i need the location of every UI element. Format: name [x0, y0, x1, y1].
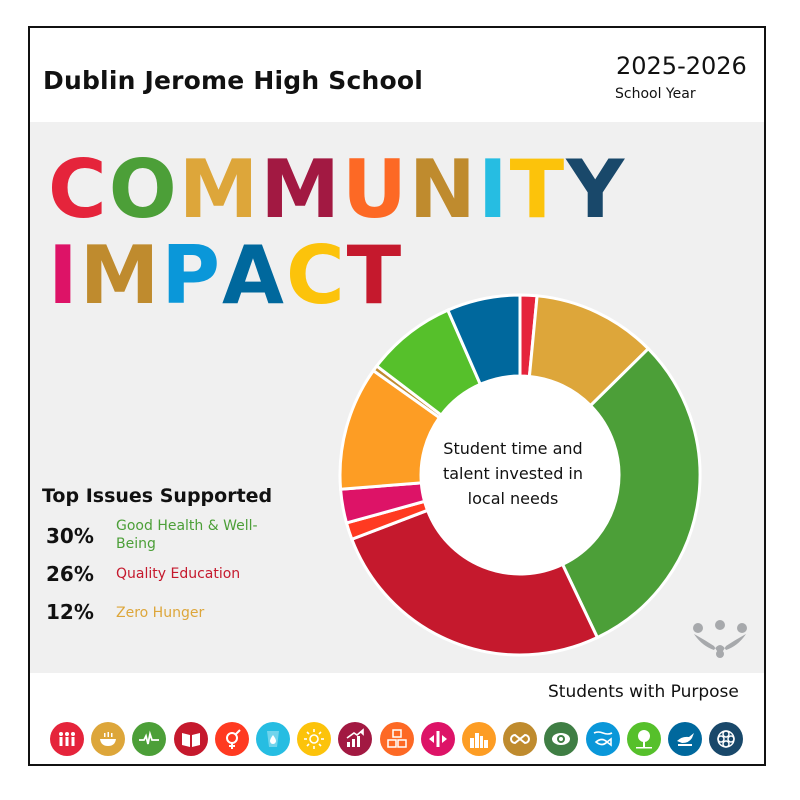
zero-hunger-icon [91, 722, 126, 756]
decent-work-icon [338, 722, 373, 756]
issue-name: Quality Education [116, 566, 241, 582]
school-year: 2025-2026 [616, 52, 747, 80]
title-letter: N [408, 143, 478, 236]
clean-energy-icon [297, 722, 332, 756]
title-letter: M [260, 143, 342, 236]
donut-hole [421, 376, 619, 574]
climate-action-icon [544, 722, 579, 756]
title-letter: P [161, 229, 223, 322]
title-letter: T [346, 229, 404, 322]
partnerships-icon [709, 722, 744, 756]
center-text-line: talent invested in [442, 464, 584, 483]
life-below-water-icon [585, 722, 620, 756]
issue-name: Zero Hunger [116, 605, 205, 621]
no-poverty-icon [50, 722, 84, 756]
school-name: Dublin Jerome High School [43, 66, 423, 95]
gender-equality-icon [214, 722, 249, 756]
title-letter: I [477, 143, 510, 236]
issue-name: Good Health & Well- Being [116, 517, 258, 553]
center-text-line: Student time and [443, 439, 583, 458]
good-health-icon [132, 722, 167, 756]
title-letter: I [48, 229, 80, 322]
title-impact: IMPACT [48, 236, 403, 316]
title-letter: O [108, 143, 179, 236]
reduced-inequalities-icon [420, 722, 455, 756]
donut-slice [560, 346, 702, 640]
sustainable-cities-icon [462, 722, 496, 756]
brand-name: Students with Purpose [548, 682, 739, 702]
title-community: COMMUNITY [48, 150, 626, 230]
title-letter: M [178, 143, 261, 236]
title-letter: C [48, 143, 109, 236]
quality-education-icon [173, 722, 208, 756]
responsible-consumption-icon [503, 722, 538, 756]
issue-percent: 12% [46, 600, 94, 624]
title-letter: U [341, 143, 409, 236]
issue-name-line: Good Health & Well- [116, 518, 258, 534]
donut-slice [445, 293, 522, 387]
center-text-line: local needs [467, 489, 559, 508]
issue-percent: 26% [46, 562, 94, 586]
issue-percent: 30% [46, 524, 94, 548]
peace-justice-icon [668, 722, 702, 756]
school-year-label: School Year [615, 86, 696, 102]
life-on-land-icon [626, 722, 661, 756]
top-issues-title: Top Issues Supported [42, 485, 273, 507]
impact-donut-chart [338, 293, 702, 657]
issue-name-line: Being [116, 536, 156, 552]
donut-center-text: Student time and talent invested in loca… [428, 436, 598, 511]
sdg-icons-row [50, 722, 750, 758]
title-letter: Y [566, 143, 627, 236]
clean-water-icon [256, 722, 290, 756]
title-letter: C [285, 229, 347, 322]
title-letter: T [509, 143, 567, 236]
title-letter: M [79, 229, 162, 322]
students-with-purpose-logo [693, 620, 747, 658]
industry-innovation-icon [379, 722, 414, 756]
title-letter: A [222, 229, 286, 322]
